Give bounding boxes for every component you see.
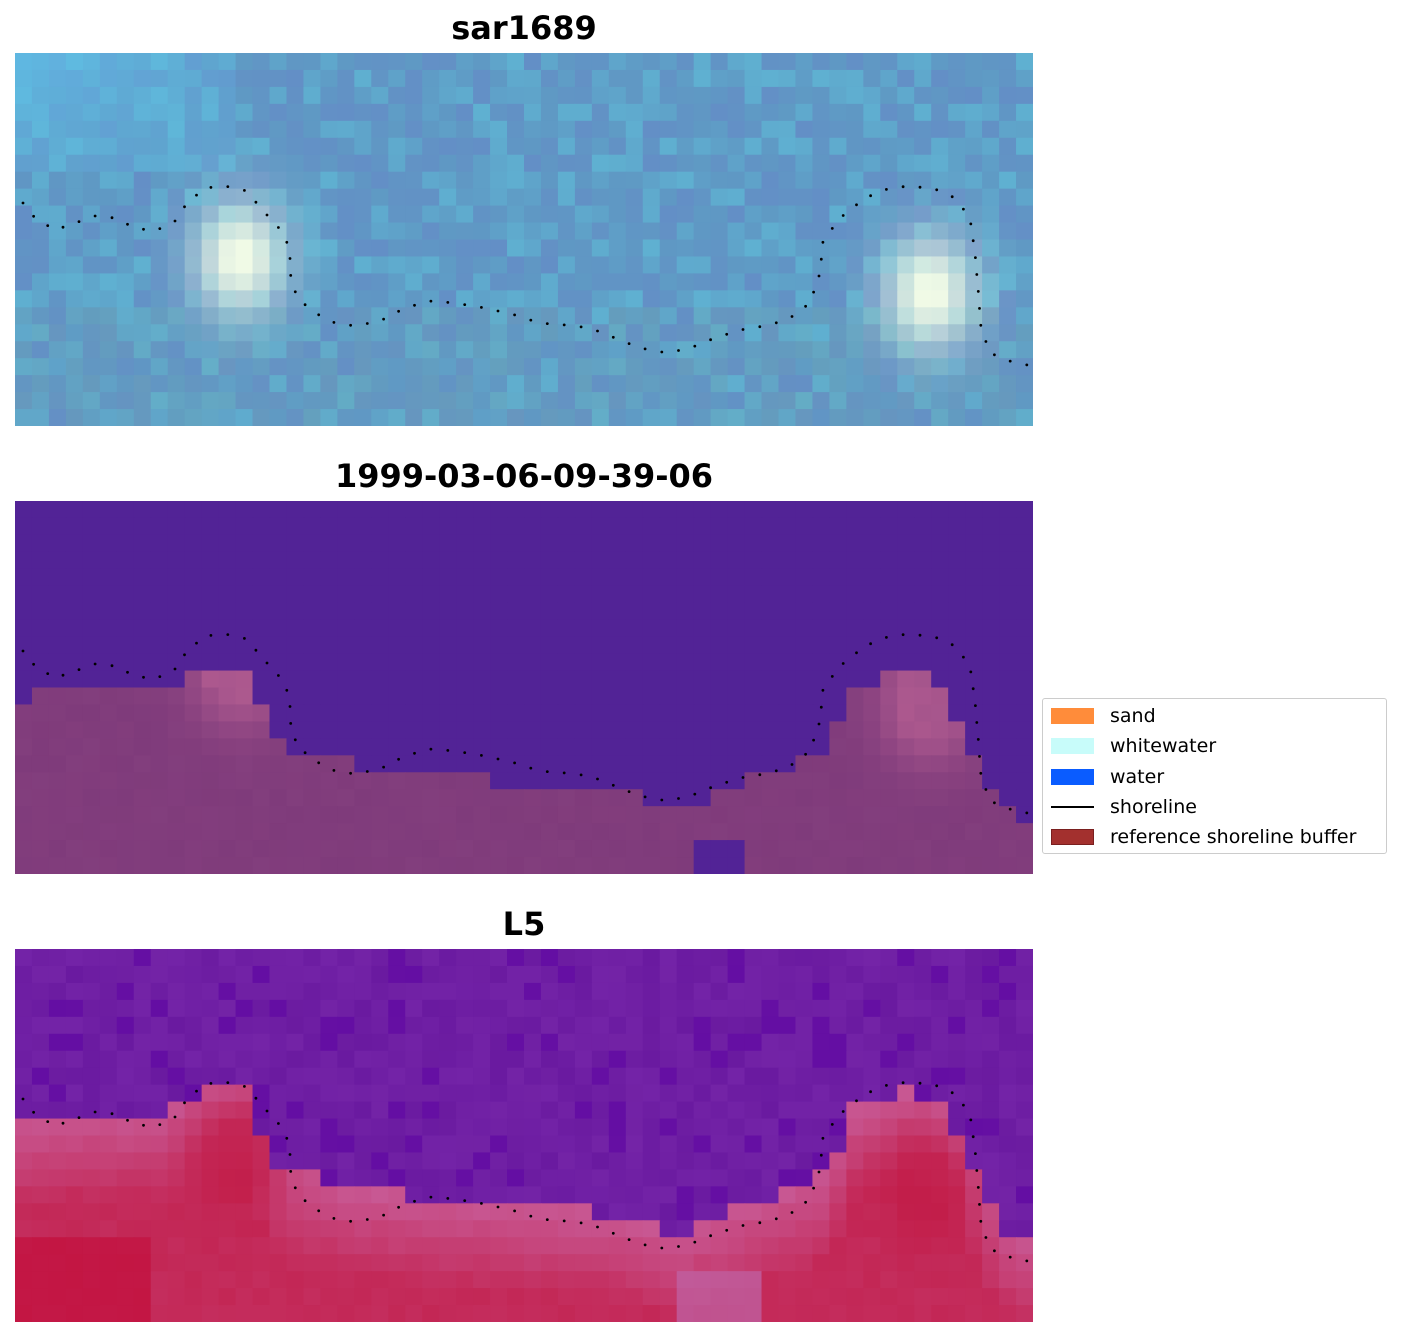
shoreline-dots — [21, 1081, 1029, 1263]
legend-item-whitewater: whitewater — [1051, 734, 1216, 758]
panel-title-classified: 1999-03-06-09-39-06 — [334, 457, 714, 495]
shoreline-dots — [21, 185, 1029, 367]
legend-label-buffer: reference shoreline buffer — [1110, 826, 1357, 848]
legend-item-shoreline: shoreline — [1051, 795, 1197, 819]
legend-item-buffer: reference shoreline buffer — [1051, 825, 1356, 849]
classified-image-panel — [15, 501, 1033, 874]
panel-title-index: L5 — [502, 905, 546, 943]
index-image-panel — [15, 949, 1033, 1322]
sar-image-panel — [15, 53, 1033, 426]
legend: sand whitewater water shoreline referenc… — [1042, 698, 1387, 854]
sar-image — [15, 53, 1033, 426]
panel-title-sar: sar1689 — [451, 9, 597, 47]
sand-swatch — [1051, 708, 1094, 724]
legend-label-shoreline: shoreline — [1110, 796, 1197, 818]
whitewater-swatch — [1051, 738, 1094, 754]
legend-label-water: water — [1110, 766, 1165, 788]
shoreline-line-icon — [1051, 806, 1094, 808]
legend-item-water: water — [1051, 765, 1164, 789]
legend-item-sand: sand — [1051, 704, 1156, 728]
buffer-swatch — [1051, 829, 1094, 845]
legend-label-whitewater: whitewater — [1110, 735, 1217, 757]
classified-image — [15, 501, 1033, 874]
water-swatch — [1051, 769, 1094, 785]
legend-label-sand: sand — [1110, 705, 1156, 727]
shoreline-dots — [21, 633, 1029, 815]
index-image — [15, 949, 1033, 1322]
